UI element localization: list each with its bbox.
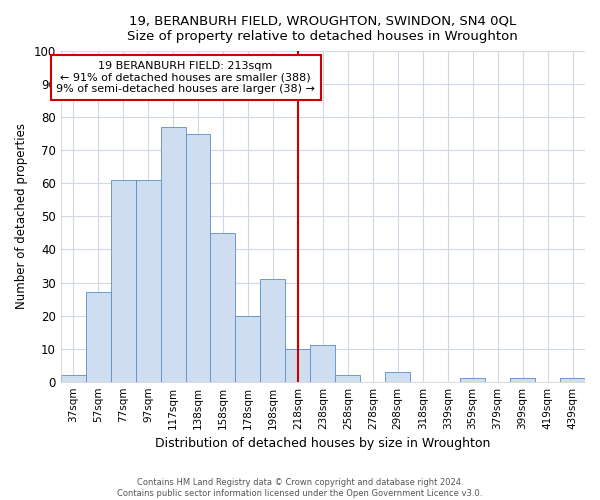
Bar xyxy=(110,180,136,382)
Bar xyxy=(310,346,335,382)
Bar xyxy=(385,372,410,382)
Bar xyxy=(560,378,585,382)
Bar xyxy=(86,292,110,382)
Bar xyxy=(260,279,286,382)
Bar xyxy=(161,127,185,382)
Bar xyxy=(211,233,235,382)
Bar xyxy=(136,180,161,382)
Bar xyxy=(460,378,485,382)
Bar xyxy=(286,348,310,382)
Bar xyxy=(235,316,260,382)
Y-axis label: Number of detached properties: Number of detached properties xyxy=(15,124,28,310)
Bar xyxy=(510,378,535,382)
Bar xyxy=(61,375,86,382)
Bar xyxy=(185,134,211,382)
Bar xyxy=(335,375,360,382)
Title: 19, BERANBURH FIELD, WROUGHTON, SWINDON, SN4 0QL
Size of property relative to de: 19, BERANBURH FIELD, WROUGHTON, SWINDON,… xyxy=(127,15,518,43)
Text: 19 BERANBURH FIELD: 213sqm
← 91% of detached houses are smaller (388)
9% of semi: 19 BERANBURH FIELD: 213sqm ← 91% of deta… xyxy=(56,61,315,94)
X-axis label: Distribution of detached houses by size in Wroughton: Distribution of detached houses by size … xyxy=(155,437,491,450)
Text: Contains HM Land Registry data © Crown copyright and database right 2024.
Contai: Contains HM Land Registry data © Crown c… xyxy=(118,478,482,498)
